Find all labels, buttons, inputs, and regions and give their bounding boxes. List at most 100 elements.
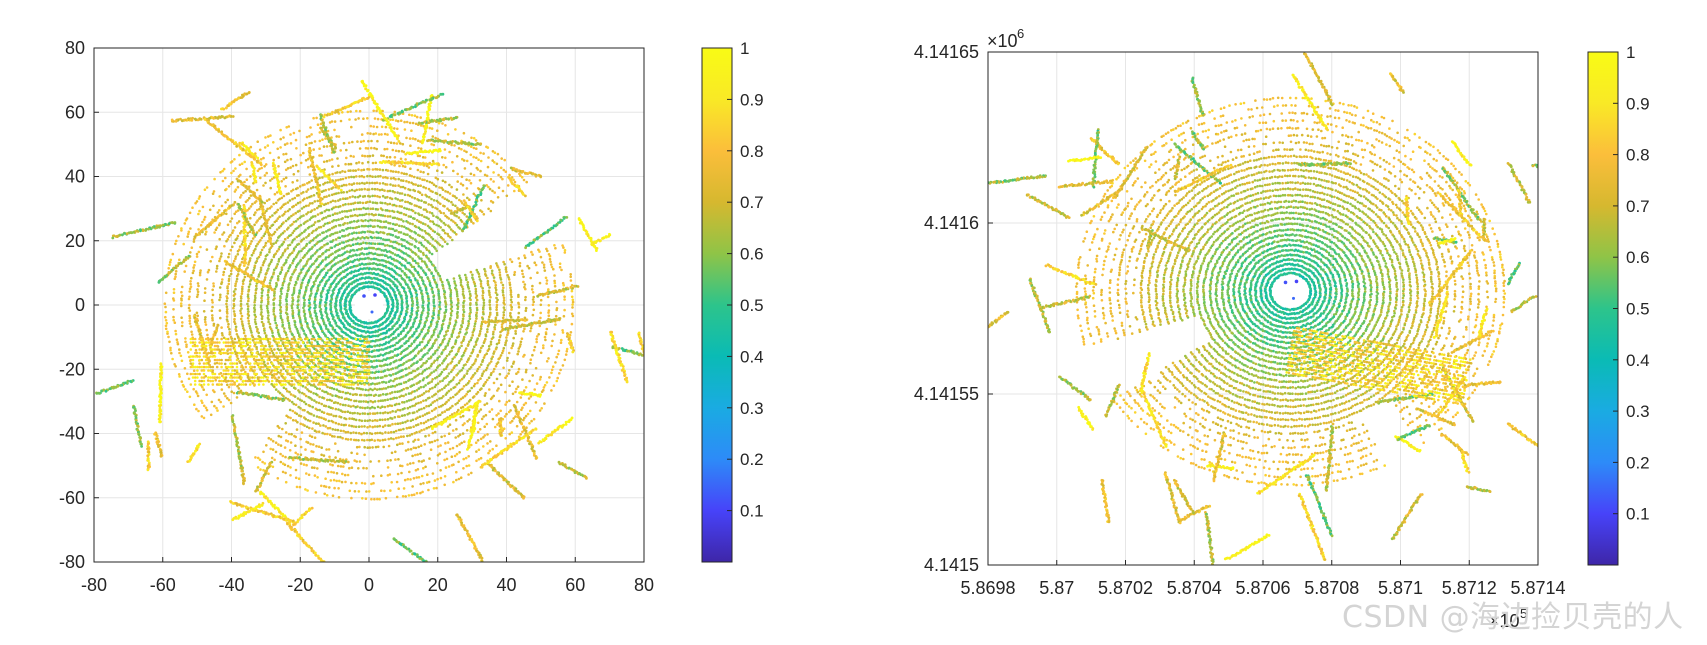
point	[389, 255, 392, 259]
point	[461, 290, 465, 293]
point	[347, 162, 351, 166]
point	[303, 400, 306, 404]
point	[407, 366, 411, 369]
point	[431, 190, 434, 194]
point	[305, 286, 308, 289]
point	[277, 390, 280, 393]
point	[307, 278, 311, 282]
point	[331, 165, 334, 168]
point	[454, 204, 457, 208]
point	[397, 177, 401, 181]
point	[437, 335, 440, 339]
point	[229, 248, 233, 252]
point	[233, 320, 236, 324]
point	[419, 315, 423, 319]
point	[363, 419, 367, 423]
point	[482, 341, 486, 345]
point	[297, 242, 301, 246]
point	[410, 243, 414, 246]
point	[381, 182, 385, 185]
point	[363, 247, 367, 250]
point	[352, 363, 355, 367]
point	[476, 355, 479, 358]
point	[264, 241, 268, 245]
point	[400, 218, 403, 221]
point	[359, 267, 362, 271]
point	[259, 304, 263, 307]
point	[459, 397, 463, 401]
point	[420, 257, 423, 261]
point	[333, 319, 336, 322]
point	[303, 197, 306, 201]
point	[426, 292, 429, 296]
point	[381, 194, 385, 198]
point	[246, 266, 249, 269]
point	[346, 410, 350, 414]
point	[365, 247, 369, 250]
point	[394, 311, 397, 315]
point	[297, 405, 301, 409]
point	[306, 419, 310, 422]
point	[302, 205, 306, 209]
point	[341, 217, 345, 220]
point	[352, 182, 356, 185]
point	[383, 405, 387, 409]
point	[499, 278, 503, 281]
point	[514, 332, 517, 335]
point	[386, 411, 390, 415]
point	[292, 288, 296, 292]
point	[450, 335, 454, 338]
point	[366, 426, 369, 429]
point	[238, 248, 241, 251]
point	[373, 406, 377, 410]
point	[371, 219, 374, 222]
point	[487, 318, 491, 321]
point	[386, 363, 389, 367]
point	[459, 327, 462, 331]
point	[407, 440, 410, 444]
point	[448, 350, 452, 354]
point	[272, 271, 276, 274]
point	[419, 444, 423, 448]
point	[385, 155, 389, 159]
point	[427, 349, 431, 352]
point	[324, 273, 328, 277]
point	[318, 395, 321, 399]
point	[422, 399, 425, 403]
point	[348, 411, 352, 415]
point	[498, 372, 502, 376]
point	[427, 301, 431, 305]
point	[454, 403, 457, 406]
point	[241, 285, 244, 289]
point	[443, 290, 447, 294]
point	[448, 226, 451, 229]
point	[343, 245, 347, 249]
point	[388, 244, 392, 248]
point	[462, 314, 465, 318]
point	[327, 448, 331, 451]
point	[240, 292, 244, 296]
point	[356, 236, 360, 240]
point	[338, 248, 341, 251]
point	[354, 195, 357, 199]
point	[508, 369, 511, 372]
point	[427, 357, 430, 361]
point	[452, 277, 456, 280]
point	[357, 387, 361, 390]
point	[448, 337, 452, 341]
point	[314, 329, 317, 333]
point	[225, 295, 228, 298]
point	[422, 245, 426, 248]
point	[368, 154, 372, 158]
point	[467, 340, 471, 344]
point	[305, 425, 309, 429]
point	[448, 183, 451, 187]
point	[489, 373, 493, 377]
point	[486, 325, 490, 328]
point	[424, 434, 427, 438]
point	[451, 395, 455, 399]
point	[231, 245, 234, 249]
point	[309, 442, 312, 446]
point	[326, 291, 330, 295]
point	[424, 223, 427, 226]
